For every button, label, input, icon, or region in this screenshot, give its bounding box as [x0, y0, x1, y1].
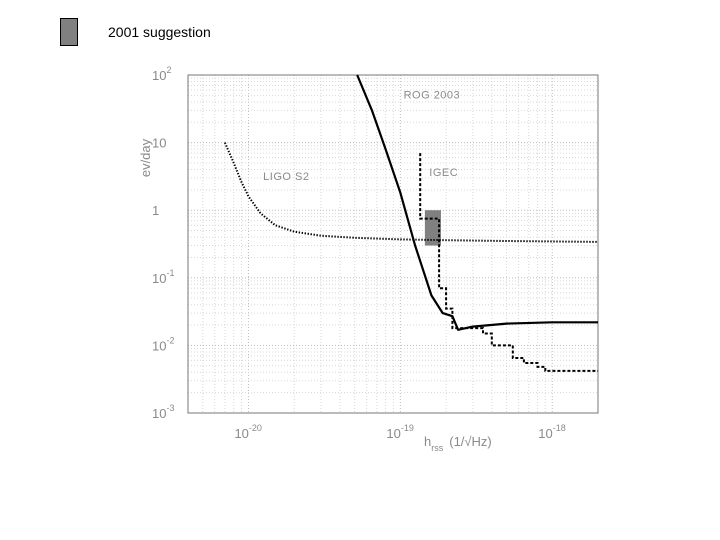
x-tick-label: 10-18: [538, 423, 565, 441]
x-axis-label: hrss (1/√Hz): [424, 434, 492, 453]
y-tick-label: 10-3: [152, 403, 174, 421]
legend: 2001 suggestion: [60, 18, 211, 46]
annotation-igec: IGEC: [429, 167, 458, 179]
y-tick-label: 1: [152, 203, 159, 218]
y-tick-labels: 10-3 10-2 10-1 1 10 102: [152, 65, 174, 421]
y-tick-label: 10-2: [152, 335, 174, 353]
x-tick-label: 10-20: [234, 423, 261, 441]
series-ligo-s2-line: [223, 142, 599, 243]
x-tick-label: 10-19: [386, 423, 413, 441]
legend-swatch: [60, 18, 78, 46]
annotation-layer: ROG 2003 IGEC LIGO S2: [263, 89, 460, 183]
series-igec-line: [419, 153, 598, 372]
annotation-ligo-s2: LIGO S2: [263, 171, 309, 183]
y-axis-label: ev/day: [138, 138, 153, 177]
x-axis-label-main: h: [424, 434, 431, 449]
series-rog-2003-line: [356, 74, 598, 331]
x-axis-label-sub: rss: [431, 443, 443, 453]
y-tick-label: 102: [152, 65, 171, 83]
annotation-rog-2003: ROG 2003: [404, 89, 461, 101]
y-tick-label: 10: [152, 136, 166, 151]
series-layer: [223, 74, 599, 372]
x-tick-labels: 10-20 10-19 10-18: [234, 423, 565, 441]
legend-label: 2001 suggestion: [108, 24, 211, 40]
plot-frame: [187, 74, 599, 414]
x-axis-label-unit: (1/√Hz): [449, 434, 492, 449]
y-tick-label: 10-1: [152, 268, 174, 286]
